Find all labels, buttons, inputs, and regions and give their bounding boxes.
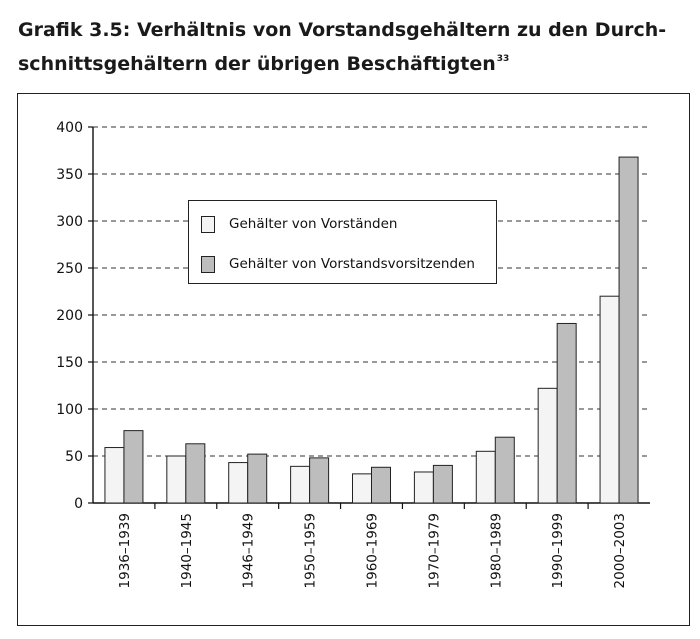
y-tick-label: 250 [56, 261, 83, 277]
bar-chair-salaries [494, 436, 515, 504]
caption-line-2-text: schnittsgehältern der übrigen Beschäftig… [18, 53, 496, 75]
legend-label-chair-salaries: Gehälter von Vorstandsvorsitzenden [229, 256, 475, 272]
y-tick-label: 200 [56, 308, 83, 324]
bar-board-salaries [290, 465, 311, 504]
bar-chair-salaries [371, 466, 391, 504]
x-tick-label: 1950–1959 [303, 513, 319, 588]
bar-chair-salaries [123, 430, 144, 504]
bar-board-salaries [537, 387, 558, 504]
bar-chair-salaries [185, 443, 206, 504]
y-tick-label: 0 [74, 496, 83, 512]
chart-legend: Gehälter von Vorständen Gehälter von Vor… [188, 200, 497, 284]
x-tick-label: 1980–1989 [488, 513, 504, 588]
y-tick-label: 400 [56, 120, 83, 136]
footnote-marker: 33 [496, 54, 510, 64]
x-tick-label: 1970–1979 [426, 513, 442, 588]
bar-board-salaries [413, 471, 434, 504]
legend-swatch-chair-salaries [201, 255, 215, 273]
caption-line-1: Grafik 3.5: Verhältnis von Vorstandsgehä… [18, 19, 667, 41]
legend-item-board-salaries: Gehälter von Vorständen [201, 214, 397, 234]
y-tick-label: 300 [56, 214, 83, 230]
chart-frame [17, 93, 690, 626]
bar-board-salaries [104, 447, 125, 504]
legend-label-board-salaries: Gehälter von Vorständen [229, 216, 398, 232]
bar-chair-salaries [309, 457, 330, 504]
x-tick-label: 1946–1949 [241, 513, 257, 588]
legend-swatch-board-salaries [201, 215, 215, 233]
bar-chair-salaries [618, 156, 639, 504]
caption-line-2: schnittsgehältern der übrigen Beschäftig… [18, 45, 678, 79]
x-tick-label: 1990–1999 [550, 513, 566, 588]
legend-item-chair-salaries: Gehälter von Vorstandsvorsitzenden [201, 254, 475, 274]
x-tick-label: 2000–2003 [612, 513, 628, 588]
bar-board-salaries [352, 473, 372, 504]
bar-board-salaries [166, 455, 187, 504]
x-tick-label: 1936–1939 [117, 513, 133, 588]
chart-caption: Grafik 3.5: Verhältnis von Vorstandsgehä… [18, 16, 678, 79]
x-tick-label: 1940–1945 [179, 513, 195, 588]
bar-chair-salaries [432, 464, 453, 504]
y-tick-label: 150 [56, 355, 83, 371]
y-tick-label: 350 [56, 167, 83, 183]
bar-board-salaries [228, 462, 249, 504]
y-tick-label: 100 [56, 402, 83, 418]
bar-chair-salaries [556, 322, 577, 504]
bar-board-salaries [599, 295, 620, 504]
bar-board-salaries [475, 450, 496, 504]
bar-chair-salaries [247, 453, 268, 504]
x-tick-label: 1960–1969 [365, 513, 381, 588]
y-tick-label: 50 [65, 449, 83, 465]
